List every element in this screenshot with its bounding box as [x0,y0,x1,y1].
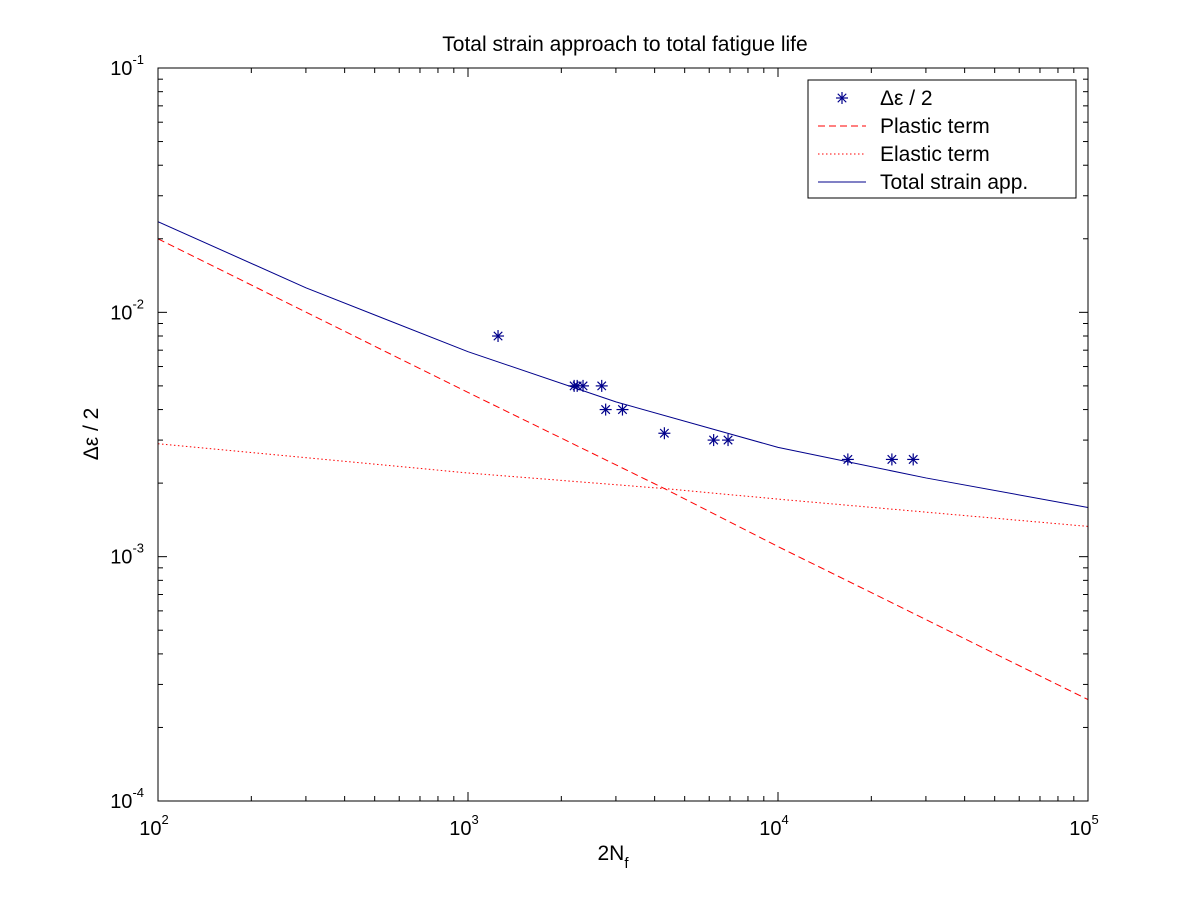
x-tick-label-exponent: 3 [472,812,479,827]
data-point [841,453,854,466]
y-tick-label: 10-1 [110,52,144,80]
y-tick-label: 10-2 [110,296,144,324]
series-line-elastic-term [158,443,1088,527]
series-line-total-strain-app [158,221,1088,508]
y-tick-label-base: 10 [110,791,132,813]
data-point [599,403,612,416]
x-tick-label-exponent: 5 [1092,812,1099,827]
legend-label: Total strain app. [880,171,1028,194]
x-axis-label-base: 2N [597,842,624,865]
x-tick-label-exponent: 4 [782,812,789,827]
data-point [722,434,735,447]
y-tick-label-exponent: -3 [132,541,144,556]
legend-marker-2 [836,92,848,104]
plot-area [158,221,1088,701]
data-point [595,379,608,392]
marker-stroke [908,454,918,465]
axis-ticks [157,67,1089,802]
legend-box [807,79,1077,199]
y-tick-label-exponent: -2 [132,296,144,311]
y-tick-label: 10-4 [110,785,144,813]
marker-stroke [597,381,607,391]
marker-stroke [617,404,628,415]
data-point [707,434,720,447]
marker-stroke [843,454,853,465]
data-point [658,427,671,440]
chart-title: Total strain approach to total fatigue l… [442,33,807,56]
marker-stroke [493,331,503,341]
legend-label: Plastic term [880,115,990,138]
x-tick-label-base: 10 [1069,818,1091,840]
marker-stroke [659,428,670,438]
data-point [577,379,590,392]
y-tick-label-base: 10 [110,302,132,324]
legend: Δε / 2 Plastic term Elastic term Total stra… [807,79,1077,199]
marker-stroke [600,404,611,415]
y-tick-label-exponent: -4 [132,785,144,800]
marker-stroke [837,93,847,103]
x-axis-label-subscript: f [624,855,629,872]
marker-stroke [723,435,733,445]
x-tick-label: 102 [139,812,168,840]
y-tick-label-base: 10 [110,547,132,569]
x-tick-label-exponent: 2 [162,812,169,827]
y-tick-label-base: 10 [110,58,132,80]
x-tick-label-base: 10 [759,818,781,840]
data-point [616,403,629,416]
axes-box [157,67,1089,802]
x-tick-label-base: 10 [139,818,161,840]
data-point [907,453,920,466]
y-tick-label-exponent: -1 [132,52,144,67]
x-tick-label-base: 10 [449,818,471,840]
marker-stroke [887,454,897,465]
data-point [885,453,898,466]
legend-label: Δε / 2 [880,87,933,110]
y-tick-label: 10-3 [110,541,144,569]
x-axis-label: 2Nf [597,842,629,872]
y-axis-label: Δε / 2 [80,408,103,461]
marker-stroke [578,381,588,391]
x-tick-label: 103 [449,812,478,840]
data-point [492,330,505,343]
marker-stroke [708,435,719,445]
x-tick-label: 104 [759,812,788,840]
x-tick-label: 105 [1069,812,1098,840]
legend-label: Elastic term [880,143,990,166]
